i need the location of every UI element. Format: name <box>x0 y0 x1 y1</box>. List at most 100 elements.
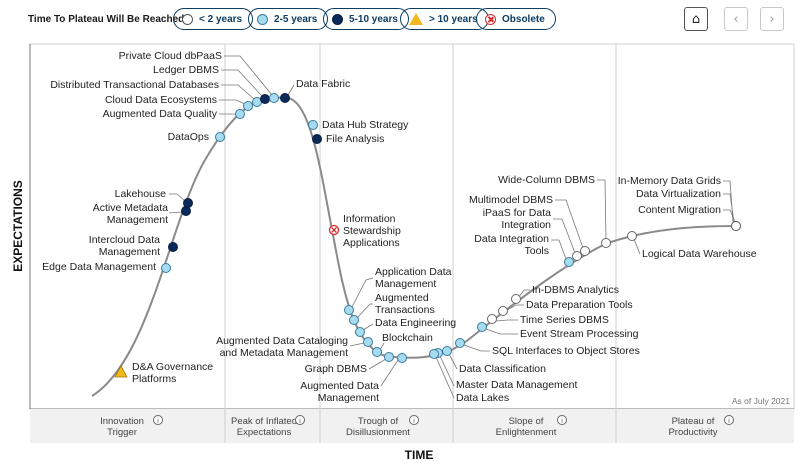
technology-labels: D&A Governance Platforms Edge Data Managem… <box>42 50 757 404</box>
marker-file-analysis[interactable] <box>312 134 322 144</box>
label-wide-column-dbms[interactable]: Wide-Column DBMS <box>498 174 595 186</box>
label-data-hub-strategy[interactable]: Data Hub Strategy <box>322 119 409 131</box>
legend-item-gt10[interactable]: > 10 years <box>400 8 489 30</box>
marker-graph-dbms[interactable] <box>384 352 394 362</box>
leader-time-series-dbms <box>495 319 518 322</box>
leader-data-classification <box>448 353 458 370</box>
label-augmented-transactions[interactable]: Augmented Transactions <box>375 292 435 316</box>
label-active-metadata-management[interactable]: Active Metadata Management <box>93 202 168 226</box>
previous-button[interactable]: ‹ <box>724 7 748 31</box>
marker-danda-governance-platforms[interactable] <box>114 365 128 378</box>
marker-wide-column-dbms[interactable] <box>601 238 611 248</box>
leader-multimodel-dbms <box>555 199 584 249</box>
marker-intercloud-data-management[interactable] <box>168 242 178 252</box>
marker-content-migration[interactable] <box>731 221 741 231</box>
label-content-migration[interactable]: Content Migration <box>638 204 721 216</box>
leader-data-virtualization <box>723 193 735 223</box>
label-graph-dbms[interactable]: Graph DBMS <box>305 363 367 375</box>
marker-data-integration-tools[interactable] <box>564 257 574 267</box>
next-button[interactable]: › <box>760 7 784 31</box>
info-icon[interactable] <box>409 415 419 425</box>
label-data-lakes[interactable]: Data Lakes <box>456 392 509 404</box>
marker-augmented-data-quality[interactable] <box>235 109 245 119</box>
label-file-analysis[interactable]: File Analysis <box>326 133 384 145</box>
marker-lakehouse[interactable] <box>183 198 193 208</box>
label-time-series-dbms[interactable]: Time Series DBMS <box>520 314 609 326</box>
marker-augmented-transactions[interactable] <box>349 315 359 325</box>
label-data-virtualization[interactable]: Data Virtualization <box>636 188 721 200</box>
phase-label-trough: Trough of Disillusionment <box>346 416 410 438</box>
legend-item-obsolete[interactable]: Obsolete <box>476 8 556 30</box>
leader-ledger-dbms <box>221 69 263 97</box>
info-icon-glyph: i <box>299 418 301 425</box>
marker-sql-interfaces-to-object-stores[interactable] <box>455 338 465 348</box>
label-dataops[interactable]: DataOps <box>168 131 209 143</box>
marker-application-data-management[interactable] <box>344 305 354 315</box>
label-logical-data-warehouse[interactable]: Logical Data Warehouse <box>642 248 757 260</box>
label-distributed-transactional-databases[interactable]: Distributed Transactional Databases <box>50 79 219 91</box>
info-icon[interactable] <box>295 415 305 425</box>
marker-time-series-dbms[interactable] <box>487 314 497 324</box>
label-augmented-data-cataloging-and-metadata-management[interactable]: Augmented Data Cataloging and Metadata Ma… <box>216 335 348 359</box>
technology-markers <box>114 93 741 378</box>
label-data-integration-tools[interactable]: Data Integration Tools <box>474 233 549 257</box>
marker-augmented-data-management[interactable] <box>397 353 407 363</box>
leader-data-integration-tools <box>551 239 567 260</box>
label-lakehouse[interactable]: Lakehouse <box>115 188 167 200</box>
marker-private-cloud-dbpaas[interactable] <box>269 93 279 103</box>
label-data-preparation-tools[interactable]: Data Preparation Tools <box>526 299 633 311</box>
marker-ipaas-for-data-integration[interactable] <box>572 251 582 261</box>
label-master-data-management[interactable]: Master Data Management <box>456 379 577 391</box>
label-augmented-data-quality[interactable]: Augmented Data Quality <box>103 108 218 120</box>
marker-dataops[interactable] <box>215 132 225 142</box>
label-ipaas-for-data-integration[interactable]: iPaaS for Data Integration <box>483 207 551 231</box>
label-event-stream-processing[interactable]: Event Stream Processing <box>520 328 639 340</box>
home-button[interactable]: ⌂ <box>684 7 708 31</box>
label-ledger-dbms[interactable]: Ledger DBMS <box>153 64 219 76</box>
legend-label: 5-10 years <box>349 13 398 25</box>
label-danda-governance-platforms[interactable]: D&A Governance Platforms <box>132 361 213 385</box>
label-augmented-data-management[interactable]: Augmented Data Management <box>300 380 379 404</box>
label-data-engineering[interactable]: Data Engineering <box>375 317 456 329</box>
white-circle-icon <box>182 13 193 25</box>
label-information-stewardship-applications[interactable]: Information Stewardship Applications <box>343 213 401 249</box>
marker-blockchain[interactable] <box>372 347 382 357</box>
label-cloud-data-ecosystems[interactable]: Cloud Data Ecosystems <box>105 94 217 106</box>
legend-title: Time To Plateau Will Be Reached: <box>28 14 188 25</box>
marker-in-dbms-analytics[interactable] <box>511 294 521 304</box>
marker-event-stream-processing[interactable] <box>477 322 487 332</box>
marker-data-preparation-tools[interactable] <box>498 306 508 316</box>
marker-data-fabric[interactable] <box>280 93 290 103</box>
label-in-dbms-analytics[interactable]: In-DBMS Analytics <box>532 284 619 296</box>
marker-data-hub-strategy[interactable] <box>308 120 318 130</box>
leader-data-fabric <box>287 84 295 96</box>
leader-augmented-data-cataloging-and-metadata-management <box>349 342 365 347</box>
marker-data-classification[interactable] <box>442 346 452 356</box>
label-in-memory-data-grids[interactable]: In-Memory Data Grids <box>618 175 721 187</box>
label-edge-data-management[interactable]: Edge Data Management <box>42 261 156 273</box>
marker-edge-data-management[interactable] <box>161 263 171 273</box>
marker-information-stewardship-applications[interactable] <box>328 224 340 236</box>
info-icon[interactable] <box>153 415 163 425</box>
label-intercloud-data-management[interactable]: Intercloud Data Management <box>89 234 160 258</box>
leader-active-metadata-management <box>168 211 183 214</box>
label-blockchain[interactable]: Blockchain <box>382 332 433 344</box>
info-icon-glyph: i <box>157 418 159 425</box>
label-sql-interfaces-to-object-stores[interactable]: SQL Interfaces to Object Stores <box>492 345 640 357</box>
leader-event-stream-processing <box>485 328 518 335</box>
marker-logical-data-warehouse[interactable] <box>627 231 637 241</box>
info-icon[interactable] <box>724 415 734 425</box>
info-icon[interactable] <box>557 415 567 425</box>
marker-data-lakes[interactable] <box>429 349 439 359</box>
marker-cloud-data-ecosystems[interactable] <box>243 101 253 111</box>
phase-label-plateau: Plateau of Productivity <box>668 416 717 438</box>
label-data-classification[interactable]: Data Classification <box>459 363 546 375</box>
label-multimodel-dbms[interactable]: Multimodel DBMS <box>469 194 553 206</box>
marker-data-engineering[interactable] <box>355 327 365 337</box>
label-application-data-management[interactable]: Application Data Management <box>375 266 452 290</box>
label-data-fabric[interactable]: Data Fabric <box>296 78 350 90</box>
marker-augmented-data-cataloging-and-metadata-management[interactable] <box>363 337 373 347</box>
marker-ledger-dbms[interactable] <box>260 94 270 104</box>
label-private-cloud-dbpaas[interactable]: Private Cloud dbPaaS <box>119 50 222 62</box>
marker-multimodel-dbms[interactable] <box>580 246 590 256</box>
